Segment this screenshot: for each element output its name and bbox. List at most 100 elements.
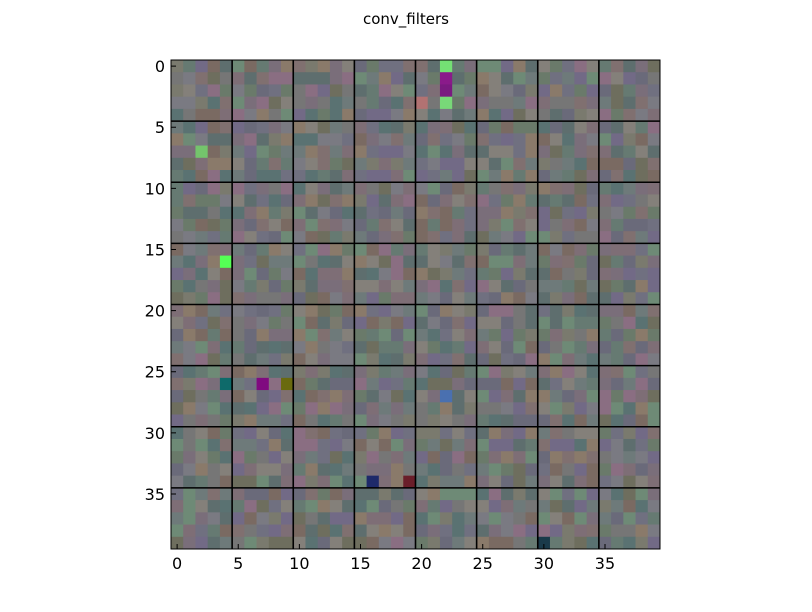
heatmap-cell xyxy=(586,500,600,513)
heatmap-cell xyxy=(378,84,392,98)
heatmap-cell xyxy=(281,243,294,257)
heatmap-cell xyxy=(219,500,233,513)
heatmap-cell xyxy=(635,157,649,171)
heatmap-cell xyxy=(647,267,661,281)
heatmap-cell xyxy=(391,353,404,367)
heatmap-cell xyxy=(464,328,478,342)
heatmap-cell xyxy=(195,121,209,134)
heatmap-cell xyxy=(342,304,355,318)
heatmap-cell xyxy=(452,194,465,208)
heatmap-cell xyxy=(439,133,453,146)
heatmap-cell xyxy=(317,133,331,146)
heatmap-cell xyxy=(598,390,612,403)
heatmap-cell xyxy=(501,475,514,489)
heatmap-cell xyxy=(647,292,661,305)
heatmap-cell xyxy=(598,267,612,281)
heatmap-cell xyxy=(366,500,380,513)
heatmap-cell xyxy=(171,72,184,85)
heatmap-cell xyxy=(427,463,441,477)
highlight-pixel xyxy=(281,377,294,391)
heatmap-cell xyxy=(501,353,514,367)
heatmap-cell xyxy=(623,60,636,73)
heatmap-cell xyxy=(391,60,404,73)
heatmap-cell xyxy=(293,60,306,73)
heatmap-cell xyxy=(488,121,502,134)
heatmap-cell xyxy=(501,328,514,342)
heatmap-cell xyxy=(366,182,380,195)
heatmap-cell xyxy=(501,84,514,98)
heatmap-cell xyxy=(244,206,257,220)
heatmap-cell xyxy=(537,206,551,220)
heatmap-cell xyxy=(464,463,478,477)
heatmap-cell xyxy=(232,60,245,73)
heatmap-cell xyxy=(207,194,221,208)
heatmap-cell xyxy=(623,500,636,513)
heatmap-cell xyxy=(195,108,209,122)
heatmap-cell xyxy=(207,353,221,367)
heatmap-cell xyxy=(183,108,196,122)
heatmap-cell xyxy=(427,255,441,269)
heatmap-cell xyxy=(464,206,478,220)
heatmap-cell xyxy=(439,487,453,501)
heatmap-cell xyxy=(623,402,636,415)
heatmap-cell xyxy=(549,255,563,269)
heatmap-cell xyxy=(525,463,539,477)
heatmap-cell xyxy=(562,365,575,379)
heatmap-cell xyxy=(268,377,282,391)
heatmap-cell xyxy=(562,316,575,330)
heatmap-cell xyxy=(219,487,233,501)
heatmap-cell xyxy=(562,438,575,452)
heatmap-cell xyxy=(537,267,551,281)
heatmap-cell xyxy=(513,60,526,73)
heatmap-cell xyxy=(342,536,355,550)
heatmap-cell xyxy=(403,292,416,305)
heatmap-cell xyxy=(611,316,624,330)
heatmap-cell xyxy=(244,414,257,428)
heatmap-cell xyxy=(537,133,551,146)
heatmap-cell xyxy=(635,182,649,195)
heatmap-cell xyxy=(488,500,502,513)
heatmap-cell xyxy=(317,157,331,171)
heatmap-cell xyxy=(525,524,539,538)
heatmap-cell xyxy=(171,365,184,379)
heatmap-cell xyxy=(342,133,355,146)
heatmap-cell xyxy=(549,292,563,305)
heatmap-cell xyxy=(452,182,465,195)
heatmap-cell xyxy=(598,231,612,244)
chart-title: conv_filters xyxy=(363,10,449,29)
heatmap-cell xyxy=(183,426,196,440)
heatmap-cell xyxy=(195,353,209,367)
heatmap-cell xyxy=(525,304,539,318)
heatmap-cell xyxy=(207,292,221,305)
heatmap-cell xyxy=(207,267,221,281)
heatmap-cell xyxy=(268,341,282,354)
heatmap-cell xyxy=(476,60,490,73)
heatmap-cell xyxy=(378,108,392,122)
heatmap-cell xyxy=(501,206,514,220)
heatmap-cell xyxy=(525,365,539,379)
heatmap-cell xyxy=(476,243,490,257)
heatmap-cell xyxy=(598,96,612,110)
heatmap-cell xyxy=(513,341,526,354)
heatmap-cell xyxy=(293,84,306,98)
heatmap-cell xyxy=(391,243,404,257)
heatmap-cell xyxy=(611,463,624,477)
heatmap-cell xyxy=(195,96,209,110)
heatmap-cell xyxy=(586,512,600,525)
heatmap-cell xyxy=(183,243,196,257)
heatmap-cell xyxy=(586,536,600,550)
heatmap-cell xyxy=(647,500,661,513)
heatmap-cell xyxy=(562,243,575,257)
heatmap-cell xyxy=(256,316,270,330)
heatmap-cell xyxy=(537,121,551,134)
heatmap-cell xyxy=(476,280,490,293)
heatmap-cell xyxy=(586,475,600,489)
heatmap-cell xyxy=(537,108,551,122)
heatmap-cell xyxy=(403,451,416,464)
heatmap-cell xyxy=(647,353,661,367)
heatmap-cell xyxy=(415,390,429,403)
heatmap-cell xyxy=(342,292,355,305)
heatmap-cell xyxy=(219,218,233,232)
heatmap-cell xyxy=(317,524,331,538)
heatmap-cell xyxy=(452,280,465,293)
